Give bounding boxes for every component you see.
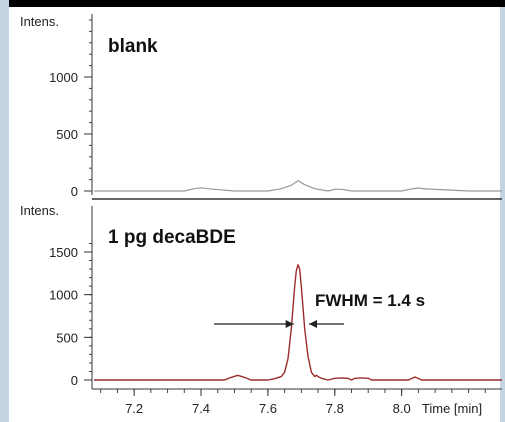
panel-title-2: 1 pg decaBDE	[108, 227, 236, 248]
series-line-1	[94, 180, 502, 192]
x-axis-title: Time [min]	[422, 401, 482, 416]
y-tick-label: 0	[71, 184, 78, 199]
y-tick-label: 500	[56, 127, 78, 142]
fwhm-annotation: FWHM = 1.4 s	[315, 291, 425, 310]
x-tick-label: 7.6	[259, 401, 277, 416]
y-tick-label: 0	[71, 373, 78, 388]
y-axis-title: Intens.	[20, 203, 59, 218]
series-line-2	[94, 264, 502, 381]
left-frame-border	[0, 0, 9, 422]
x-tick-label: 7.4	[192, 401, 210, 416]
y-tick-label: 1000	[49, 70, 78, 85]
right-frame-border	[500, 7, 505, 422]
x-tick-label: 8.0	[393, 401, 411, 416]
fwhm-arrowhead-left	[285, 320, 294, 328]
fwhm-arrowhead-right	[309, 320, 318, 328]
panel-title-1: blank	[108, 36, 158, 57]
y-axis-title: Intens.	[20, 14, 59, 29]
x-tick-label: 7.8	[326, 401, 344, 416]
top-black-border	[0, 0, 505, 7]
y-tick-label: 500	[56, 330, 78, 345]
y-tick-label: 1500	[49, 245, 78, 260]
x-tick-label: 7.2	[125, 401, 143, 416]
y-tick-label: 1000	[49, 288, 78, 303]
